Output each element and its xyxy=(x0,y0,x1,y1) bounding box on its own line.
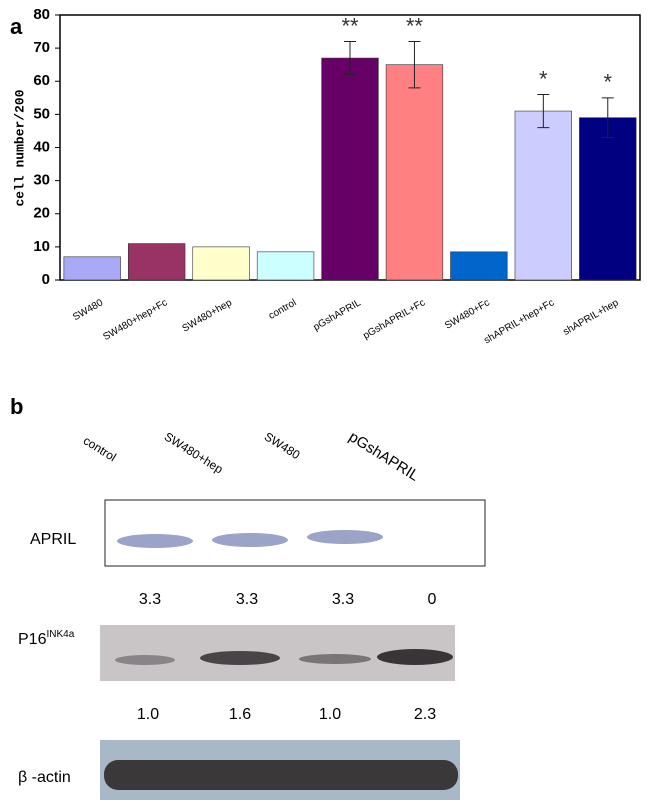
row-label: P16INK4a xyxy=(18,629,75,649)
significance: * xyxy=(603,70,612,95)
x-tick-label: pGshAPRIL+Fc xyxy=(361,297,427,341)
band xyxy=(377,649,453,665)
bar xyxy=(64,257,121,280)
y-tick-label: 10 xyxy=(33,238,50,255)
band xyxy=(299,654,371,664)
figure: a b cell number/200 control SW480+hep SW… xyxy=(0,0,651,802)
row-label-main: P16 xyxy=(18,631,47,648)
y-tick-label: 20 xyxy=(33,205,50,222)
y-tick-label: 50 xyxy=(33,105,50,122)
quant: 0 xyxy=(428,591,437,608)
column-label: SW480 xyxy=(262,429,303,462)
x-tick-label: control xyxy=(267,297,298,322)
bar xyxy=(128,244,185,280)
y-tick-label: 80 xyxy=(33,6,50,23)
quant: 1.0 xyxy=(319,706,341,723)
blot-frame xyxy=(105,500,485,566)
y-tick-label: 0 xyxy=(42,271,50,288)
x-tick-label: SW480+hep+Fc xyxy=(101,297,169,343)
bar xyxy=(386,65,443,280)
band xyxy=(307,530,383,544)
bar xyxy=(515,111,572,280)
bar xyxy=(579,118,636,280)
quant: 3.3 xyxy=(332,591,354,608)
y-axis-label: cell number/200 xyxy=(12,89,27,206)
bar xyxy=(322,58,379,280)
quant: 1.6 xyxy=(229,706,251,723)
y-tick-label: 70 xyxy=(33,39,50,56)
column-label: pGshAPRIL xyxy=(346,428,422,484)
quant: 2.3 xyxy=(414,706,436,723)
significance: * xyxy=(539,66,548,91)
x-tick-label: pGshAPRIL xyxy=(312,297,364,333)
x-tick-label: SW480 xyxy=(71,297,105,323)
panel-label: a xyxy=(10,14,23,39)
x-tick-label: SW480+Fc xyxy=(443,297,492,331)
x-tick-label: SW480+hep xyxy=(181,297,235,334)
column-label: control xyxy=(81,433,119,464)
band xyxy=(117,534,193,548)
row-label: β -actin xyxy=(18,769,71,786)
y-tick-label: 30 xyxy=(33,172,50,189)
significance: ** xyxy=(341,13,359,38)
band xyxy=(104,760,458,790)
band xyxy=(212,533,288,547)
row-label: APRIL xyxy=(30,531,76,548)
quant: 3.3 xyxy=(139,591,161,608)
y-tick-label: 40 xyxy=(33,138,50,155)
y-tick-label: 60 xyxy=(33,72,50,89)
row-label-sup: INK4a xyxy=(46,629,74,640)
band xyxy=(200,651,280,665)
quant: 3.3 xyxy=(236,591,258,608)
significance: ** xyxy=(406,13,424,38)
x-tick-label: shAPRIL+hep+Fc xyxy=(482,297,556,346)
panel-label: b xyxy=(10,394,23,419)
x-tick-label: shAPRIL+hep xyxy=(561,297,621,338)
bar xyxy=(193,247,250,280)
quant: 1.0 xyxy=(137,706,159,723)
bar xyxy=(257,252,314,280)
bar xyxy=(451,252,508,280)
column-label: SW480+hep xyxy=(162,429,226,476)
band xyxy=(115,655,175,665)
